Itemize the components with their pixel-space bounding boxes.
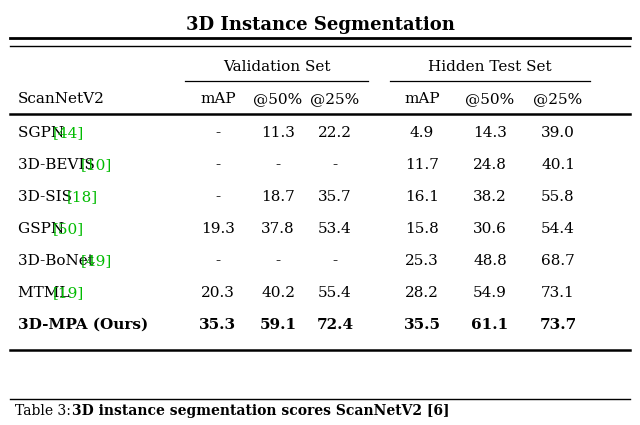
Text: [49]: [49] — [81, 254, 112, 268]
Text: 35.5: 35.5 — [403, 318, 440, 332]
Text: 40.1: 40.1 — [541, 158, 575, 172]
Text: 54.9: 54.9 — [473, 286, 507, 300]
Text: mAP: mAP — [200, 92, 236, 106]
Text: 28.2: 28.2 — [405, 286, 439, 300]
Text: @50%: @50% — [465, 92, 515, 106]
Text: 24.8: 24.8 — [473, 158, 507, 172]
Text: Validation Set: Validation Set — [223, 60, 330, 74]
Text: 14.3: 14.3 — [473, 126, 507, 140]
Text: 3D-BEVIS: 3D-BEVIS — [18, 158, 100, 172]
Text: 35.7: 35.7 — [318, 190, 352, 204]
Text: -: - — [216, 190, 221, 204]
Text: mAP: mAP — [404, 92, 440, 106]
Text: -: - — [275, 158, 280, 172]
Text: @25%: @25% — [310, 92, 360, 106]
Text: 61.1: 61.1 — [472, 318, 509, 332]
Text: GSPN: GSPN — [18, 222, 69, 236]
Text: 3D-SIS: 3D-SIS — [18, 190, 77, 204]
Text: 55.4: 55.4 — [318, 286, 352, 300]
Text: -: - — [275, 254, 280, 268]
Text: 59.1: 59.1 — [259, 318, 296, 332]
Text: [19]: [19] — [53, 286, 84, 300]
Text: [18]: [18] — [67, 190, 98, 204]
Text: 22.2: 22.2 — [318, 126, 352, 140]
Text: 3D instance segmentation scores ScanNetV2 [6]: 3D instance segmentation scores ScanNetV… — [72, 404, 449, 418]
Text: 4.9: 4.9 — [410, 126, 434, 140]
Text: -: - — [332, 158, 337, 172]
Text: [44]: [44] — [53, 126, 84, 140]
Text: 20.3: 20.3 — [201, 286, 235, 300]
Text: [10]: [10] — [81, 158, 112, 172]
Text: SGPN: SGPN — [18, 126, 69, 140]
Text: 3D-MPA (Ours): 3D-MPA (Ours) — [18, 318, 148, 332]
Text: [50]: [50] — [53, 222, 84, 236]
Text: 53.4: 53.4 — [318, 222, 352, 236]
Text: 11.7: 11.7 — [405, 158, 439, 172]
Text: -: - — [216, 158, 221, 172]
Text: 3D-BoNet: 3D-BoNet — [18, 254, 99, 268]
Text: 68.7: 68.7 — [541, 254, 575, 268]
Text: Hidden Test Set: Hidden Test Set — [428, 60, 552, 74]
Text: 3D Instance Segmentation: 3D Instance Segmentation — [186, 16, 454, 34]
Text: 11.3: 11.3 — [261, 126, 295, 140]
Text: @25%: @25% — [533, 92, 582, 106]
Text: 16.1: 16.1 — [405, 190, 439, 204]
Text: 73.7: 73.7 — [540, 318, 577, 332]
Text: @50%: @50% — [253, 92, 303, 106]
Text: 37.8: 37.8 — [261, 222, 295, 236]
Text: 73.1: 73.1 — [541, 286, 575, 300]
Text: 19.3: 19.3 — [201, 222, 235, 236]
Text: 35.3: 35.3 — [200, 318, 237, 332]
Text: -: - — [216, 126, 221, 140]
Text: 30.6: 30.6 — [473, 222, 507, 236]
Text: 54.4: 54.4 — [541, 222, 575, 236]
Text: 25.3: 25.3 — [405, 254, 439, 268]
Text: 39.0: 39.0 — [541, 126, 575, 140]
Text: -: - — [216, 254, 221, 268]
Text: 55.8: 55.8 — [541, 190, 575, 204]
Text: 18.7: 18.7 — [261, 190, 295, 204]
Text: 72.4: 72.4 — [316, 318, 353, 332]
Text: -: - — [332, 254, 337, 268]
Text: 40.2: 40.2 — [261, 286, 295, 300]
Text: 38.2: 38.2 — [473, 190, 507, 204]
Text: 15.8: 15.8 — [405, 222, 439, 236]
Text: Table 3:: Table 3: — [15, 404, 76, 418]
Text: ScanNetV2: ScanNetV2 — [18, 92, 105, 106]
Text: 48.8: 48.8 — [473, 254, 507, 268]
Text: MTML: MTML — [18, 286, 74, 300]
